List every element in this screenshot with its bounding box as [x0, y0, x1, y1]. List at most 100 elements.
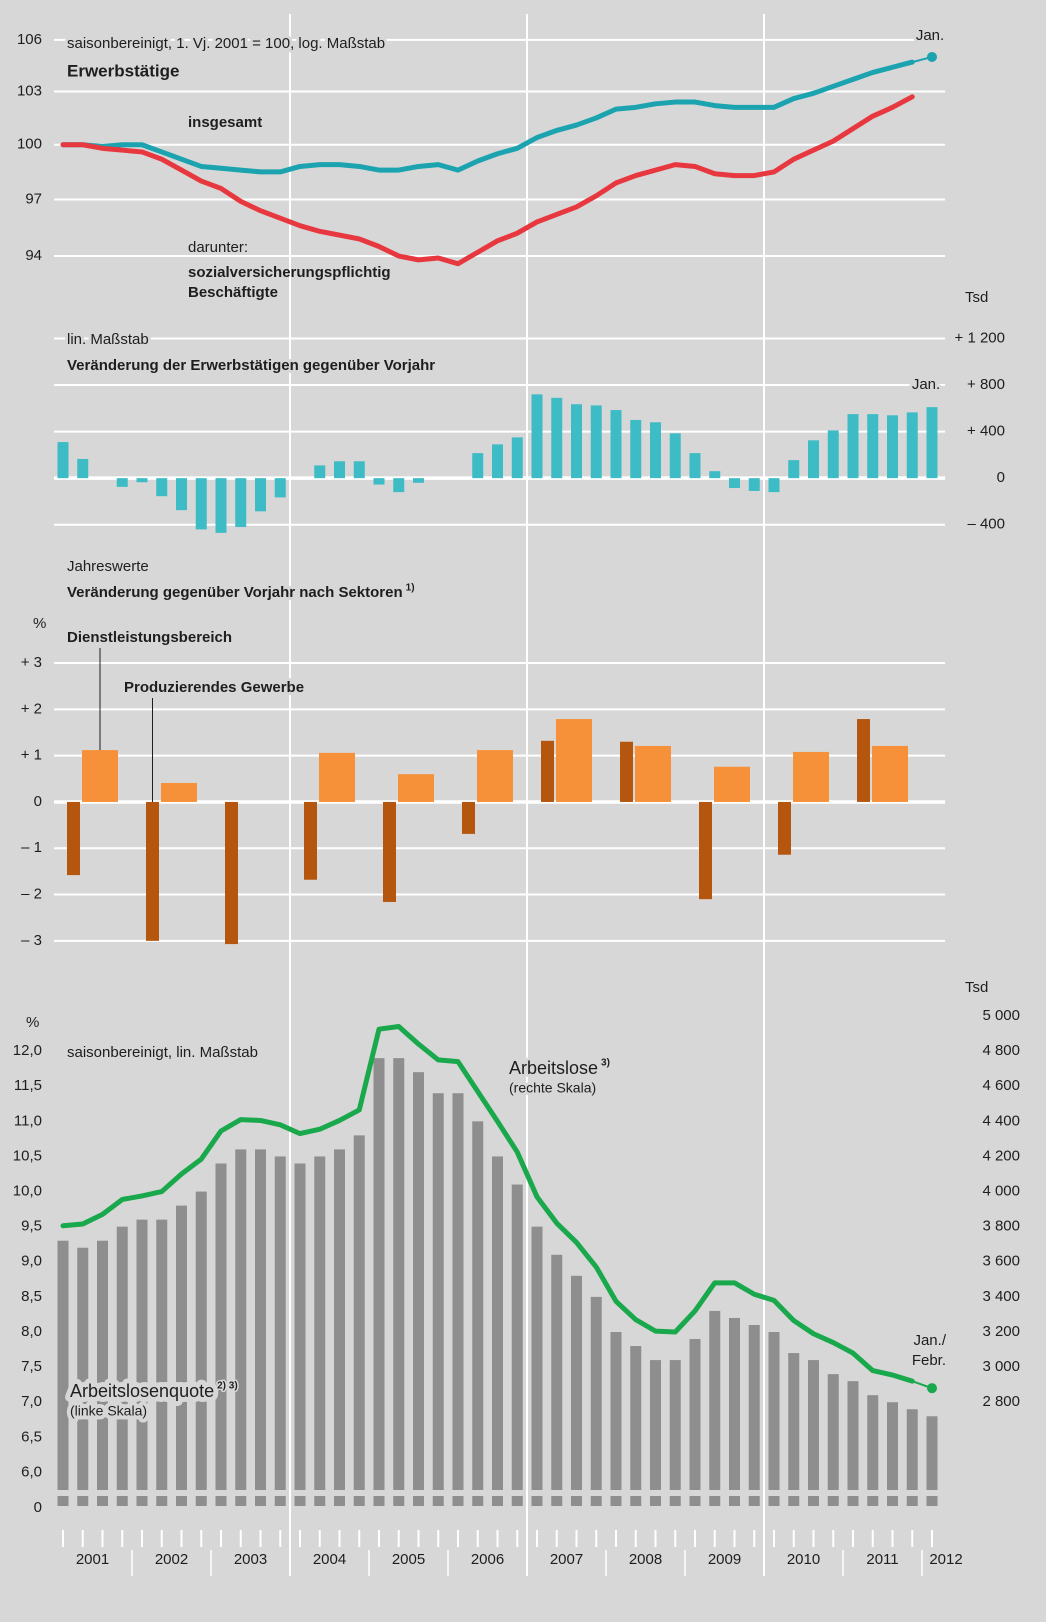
- axis-break-stub: [689, 1496, 701, 1506]
- axis-break-stub: [116, 1496, 128, 1506]
- end-label: Jan.: [916, 27, 944, 44]
- bar: [215, 478, 227, 533]
- axis-break-stub: [472, 1496, 484, 1506]
- title: Veränderung der Erwerbstätigen gegenüber…: [67, 357, 435, 374]
- legend-label: Dienstleistungsbereich: [67, 629, 232, 646]
- y-tick-label: 4 600: [982, 1077, 1020, 1094]
- axis-break-stub: [294, 1496, 306, 1506]
- bar: [353, 461, 365, 479]
- axis-break-stub: [650, 1496, 661, 1506]
- bar: [788, 460, 800, 479]
- bar: [808, 440, 819, 479]
- axis-break-stub: [314, 1496, 326, 1506]
- bar: [195, 1191, 207, 1490]
- bar: [255, 478, 266, 512]
- bar: [847, 414, 859, 479]
- y-tick-label: 7,0: [21, 1393, 42, 1410]
- bar: [768, 478, 780, 493]
- subtitle: saisonbereinigt, 1. Vj. 2001 = 100, log.…: [67, 35, 385, 52]
- bar: [610, 1332, 622, 1490]
- subtitle: lin. Maßstab: [67, 331, 149, 348]
- axis-break-stub: [215, 1496, 227, 1506]
- y-tick-label: 3 400: [982, 1288, 1020, 1305]
- legend-label: Produzierendes Gewerbe: [124, 679, 304, 696]
- bar: [255, 1149, 266, 1490]
- bar: [630, 419, 642, 479]
- axis-break-stub: [590, 1496, 602, 1506]
- bar: [225, 801, 238, 945]
- y-tick-label: + 1 200: [955, 329, 1005, 346]
- line: [60, 94, 915, 267]
- bar: [887, 415, 898, 479]
- bar: [748, 1324, 760, 1490]
- footnote-mark: 1): [406, 583, 415, 594]
- axis-break-stub: [373, 1496, 385, 1506]
- axis-break-stub: [847, 1496, 859, 1506]
- bar: [729, 1317, 740, 1490]
- y-tick-label: 3 800: [982, 1218, 1020, 1235]
- bar: [620, 741, 633, 802]
- bar: [867, 414, 879, 479]
- axis-break-stub: [926, 1496, 938, 1506]
- bar: [709, 471, 721, 479]
- y-tick-label: + 3: [21, 654, 42, 671]
- bar: [82, 750, 118, 802]
- bar: [235, 478, 247, 528]
- x-tick-label: 2007: [550, 1551, 583, 1568]
- bar: [827, 1374, 839, 1490]
- axis-break-stub: [867, 1496, 879, 1506]
- bar: [556, 719, 592, 802]
- y-tick-label: + 1: [21, 747, 42, 764]
- bar: [857, 719, 870, 802]
- bar: [887, 1402, 898, 1490]
- footnote-mark: 3): [601, 1058, 610, 1069]
- unit-label: Tsd: [965, 979, 988, 996]
- y-tick-label: 3 600: [982, 1253, 1020, 1270]
- axis-break-stub: [492, 1496, 503, 1506]
- y-tick-label: 3 000: [982, 1358, 1020, 1375]
- y-tick-label: 4 000: [982, 1183, 1020, 1200]
- bar: [709, 1310, 721, 1490]
- axis-break-stub: [669, 1496, 681, 1506]
- y-tick-label: 106: [17, 31, 42, 48]
- bar: [314, 1156, 326, 1490]
- bar: [156, 1219, 168, 1490]
- bar: [334, 1149, 345, 1490]
- bar: [551, 397, 563, 479]
- x-tick-label: 2012: [929, 1551, 962, 1568]
- y-tick-label: 94: [25, 247, 42, 264]
- y-tick-label: 5 000: [982, 1007, 1020, 1024]
- bar: [146, 801, 159, 941]
- bar: [176, 478, 187, 511]
- bar: [590, 1296, 602, 1490]
- axis-break-stub: [610, 1496, 622, 1506]
- end-label: Jan./ Febr.: [911, 1332, 946, 1369]
- y-tick-label: 97: [25, 191, 42, 208]
- bar: [571, 404, 582, 479]
- bar: [398, 774, 434, 802]
- subtitle: Jahreswerte: [67, 558, 149, 575]
- bar: [729, 478, 740, 489]
- x-tick-label: 2009: [708, 1551, 741, 1568]
- y-tick-label: 11,5: [14, 1077, 42, 1094]
- bar: [67, 801, 80, 876]
- bar: [373, 478, 385, 485]
- y-tick-label: 6,5: [21, 1428, 42, 1445]
- bar: [413, 1072, 424, 1490]
- y-tick-label: 8,0: [21, 1323, 42, 1340]
- end-point: [927, 1383, 937, 1394]
- x-tick-label: 2003: [234, 1551, 267, 1568]
- end-label: Jan.: [912, 376, 940, 393]
- annotation: darunter:: [188, 239, 248, 256]
- axis-break-stub: [255, 1496, 266, 1506]
- bar: [334, 461, 345, 479]
- bar: [926, 1416, 938, 1490]
- bar: [847, 1381, 859, 1490]
- bar: [393, 478, 405, 493]
- subtitle: saisonbereinigt, lin. Maßstab: [67, 1044, 258, 1061]
- bar: [77, 458, 89, 479]
- y-tick-label: 0: [34, 793, 42, 810]
- bar: [778, 801, 791, 855]
- series-label: Arbeitslosenquote: [70, 1381, 214, 1401]
